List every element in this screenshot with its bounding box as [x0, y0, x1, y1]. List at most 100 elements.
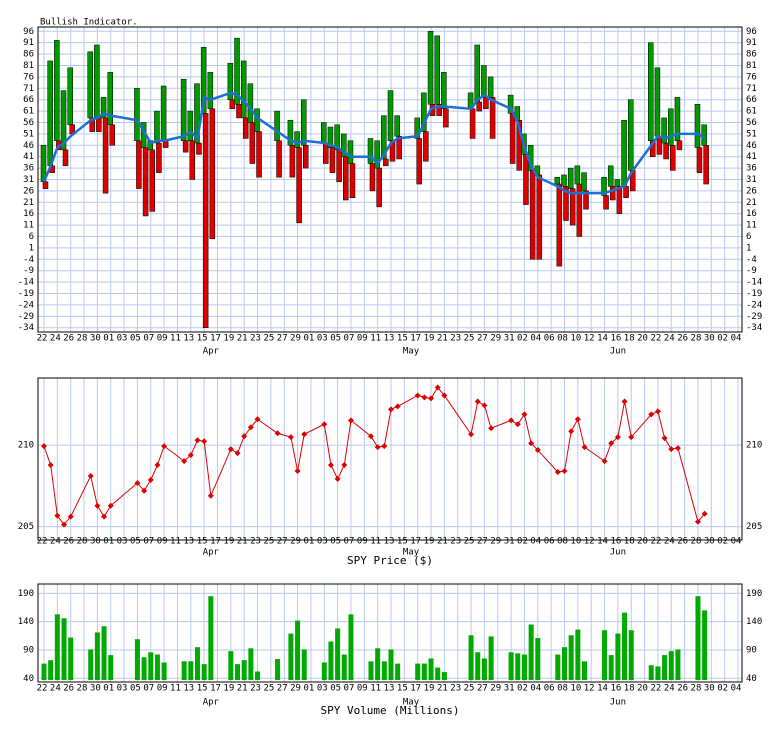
x-tick-label: 19 [223, 334, 234, 344]
bull-bar [607, 165, 614, 187]
x-tick-label: 18 [624, 684, 635, 694]
bull-bar [554, 176, 561, 185]
x-tick-label: 27 [477, 334, 488, 344]
x-tick-label: 19 [223, 684, 234, 694]
x-tick-label: 11 [170, 334, 181, 344]
price-point [101, 513, 108, 520]
x-tick-label: 07 [344, 334, 355, 344]
plot-frame [37, 26, 743, 333]
chart-title: Bullish Indicator. [40, 18, 138, 28]
price-point [394, 403, 401, 410]
x-tick-label: 19 [223, 537, 234, 547]
bear-bar [109, 124, 115, 146]
bear-bar [96, 117, 102, 132]
bear-bar [376, 167, 382, 208]
y-tick-label: 46 [746, 141, 757, 151]
y-tick-label: 1 [29, 243, 34, 253]
x-tick-label: 05 [130, 684, 141, 694]
x-tick-label: 25 [263, 684, 274, 694]
price-point [534, 447, 541, 454]
month-label: Jun [610, 698, 626, 708]
bear-bar [703, 145, 709, 185]
bear-bar [89, 117, 95, 132]
bear-bar [576, 183, 583, 237]
bear-bar [616, 186, 623, 214]
y-tick-label: -14 [18, 278, 34, 288]
x-tick-label: 12 [584, 684, 595, 694]
month-label: Jun [610, 548, 626, 558]
x-tick-label: 26 [677, 684, 688, 694]
month-label: Apr [203, 347, 220, 357]
bull-bar [134, 88, 140, 141]
x-tick-label: 11 [170, 537, 181, 547]
x-tick-label: 13 [384, 537, 395, 547]
bull-bar [441, 72, 447, 110]
volume-bar [435, 667, 441, 680]
x-tick-label: 01 [304, 537, 315, 547]
y-tick-label: 66 [23, 95, 34, 105]
x-tick-label: 09 [157, 334, 168, 344]
y-tick-label: 96 [746, 27, 757, 37]
volume-bar [615, 633, 621, 680]
price-point [254, 416, 261, 423]
x-tick-label: 26 [63, 334, 74, 344]
y-tick-label: 26 [746, 186, 757, 196]
y-tick-label: 41 [23, 152, 34, 162]
x-tick-label: 25 [464, 684, 475, 694]
price-point [341, 462, 348, 469]
volume-bar [228, 651, 234, 680]
x-tick-label: 24 [664, 537, 675, 547]
x-tick-label: 23 [450, 684, 461, 694]
bear-bar [416, 138, 422, 185]
volume-bar [68, 637, 74, 680]
x-tick-label: 08 [557, 684, 568, 694]
volume-bar [141, 657, 147, 680]
volume-bar [108, 655, 114, 680]
volume-bar [508, 652, 514, 680]
price-point [521, 411, 528, 418]
x-tick-label: 04 [530, 334, 541, 344]
x-tick-label: 26 [63, 684, 74, 694]
price-point [668, 446, 675, 453]
x-tick-label: 05 [330, 537, 341, 547]
bull-bar [621, 119, 627, 187]
y-tick-label: 71 [746, 84, 757, 94]
bear-bar [383, 158, 389, 167]
price-point [327, 462, 334, 469]
x-tick-label: 27 [277, 684, 288, 694]
x-tick-label: 07 [143, 684, 154, 694]
x-tick-label: 10 [570, 684, 581, 694]
volume-bar [395, 663, 401, 680]
y-tick-label: -24 [746, 300, 762, 310]
bear-bar [196, 142, 202, 155]
x-tick-label: 31 [504, 684, 515, 694]
x-tick-label: 22 [37, 684, 48, 694]
bear-bar [556, 183, 563, 267]
volume-bar [188, 661, 194, 680]
bull-bar [274, 110, 280, 141]
volume-bar [568, 635, 574, 680]
volume-bar [41, 663, 47, 680]
y-tick-label: 41 [746, 152, 757, 162]
bull-bar [648, 42, 654, 141]
x-tick-label: 21 [437, 684, 448, 694]
price-point [468, 431, 475, 438]
x-tick-label: 01 [103, 537, 114, 547]
y-tick-label: 40 [23, 674, 34, 684]
bear-bar [329, 147, 336, 173]
volume-bar [194, 647, 200, 680]
x-tick-label: 29 [290, 684, 301, 694]
volume-bar [181, 661, 187, 680]
bull-bar [294, 131, 300, 148]
volume-bar [88, 649, 94, 680]
volume-bar [381, 661, 387, 680]
x-tick-label: 23 [250, 537, 261, 547]
x-tick-label: 28 [77, 684, 88, 694]
bull-bar [54, 40, 60, 141]
x-tick-label: 30 [704, 537, 715, 547]
bear-bar [236, 104, 242, 119]
x-tick-label: 17 [210, 537, 221, 547]
y-tick-label: -14 [746, 278, 762, 288]
x-tick-label: 27 [477, 684, 488, 694]
price-point [87, 472, 94, 479]
